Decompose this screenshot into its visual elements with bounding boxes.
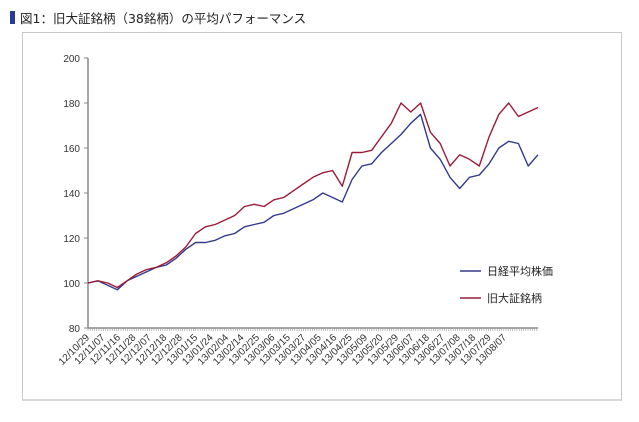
- y-tick-label: 160: [63, 144, 80, 155]
- chart-title: 図1：旧大証銘柄（38銘柄）の平均パフォーマンス: [10, 8, 306, 27]
- legend-label: 旧大証銘柄: [487, 291, 542, 305]
- y-tick-label: 80: [69, 324, 81, 335]
- y-tick-label: 100: [63, 279, 80, 290]
- legend-label: 日経平均株価: [487, 264, 553, 278]
- chart-frame: [22, 32, 622, 401]
- series-line-nikkei: [87, 113, 539, 291]
- y-tick-label: 140: [63, 189, 80, 200]
- y-tick-label: 200: [63, 54, 80, 65]
- series-line-osaka: [87, 102, 539, 289]
- y-tick-label: 120: [63, 234, 80, 245]
- chart-title-text: 図1：旧大証銘柄（38銘柄）の平均パフォーマンス: [20, 11, 307, 26]
- y-tick-label: 180: [63, 99, 80, 110]
- title-marker-icon: [10, 11, 15, 24]
